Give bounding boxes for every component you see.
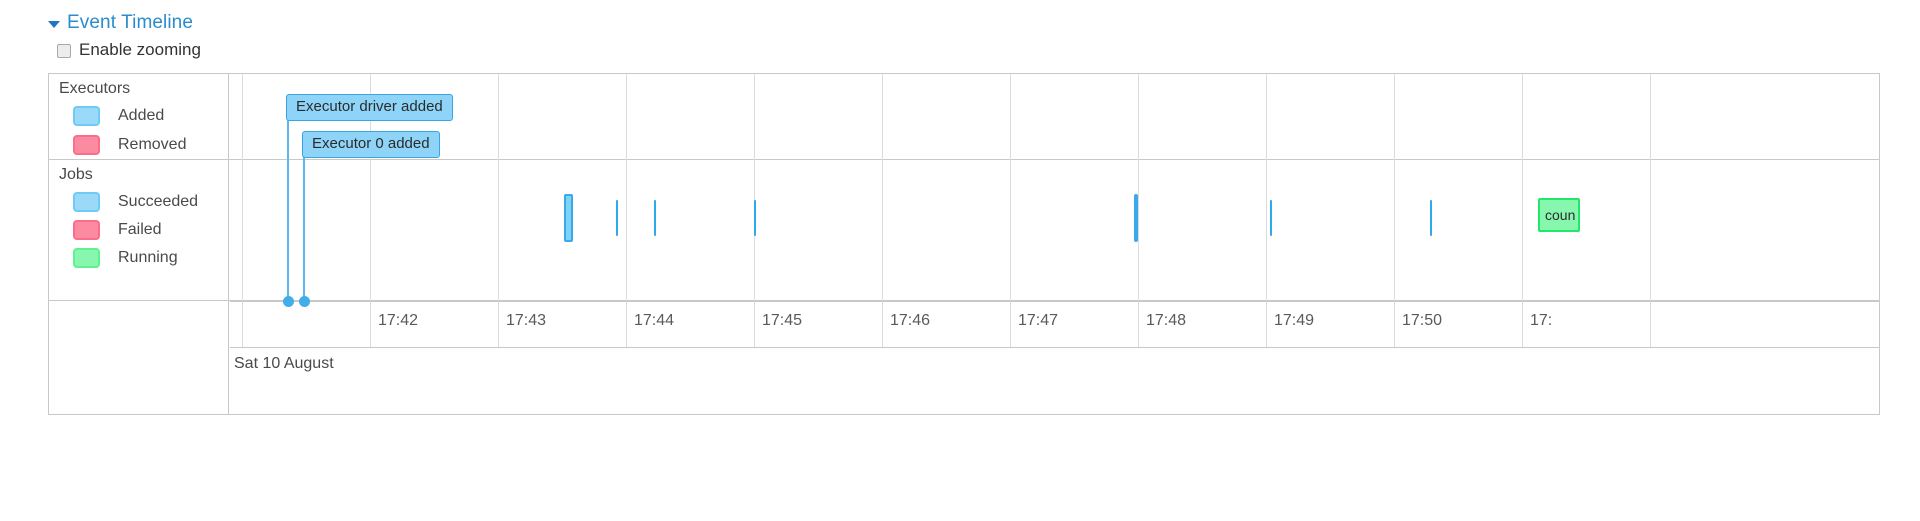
gridline <box>498 74 499 301</box>
gridline <box>626 74 627 301</box>
axis-tick-mark <box>1394 301 1395 347</box>
enable-zooming-row[interactable]: Enable zooming <box>57 40 201 60</box>
axis-tick-label: 17:48 <box>1146 312 1187 329</box>
axis-tick-label: 17:43 <box>506 312 547 329</box>
axis-tick-mark <box>1650 301 1651 347</box>
legend-panel: Executors Added Removed Jobs Succeeded F… <box>49 74 229 414</box>
axis-tick-label: 17:42 <box>378 312 419 329</box>
jobs-row <box>49 160 1879 301</box>
axis-tick-label: 17:49 <box>1274 312 1315 329</box>
axis-tick-label: 17:45 <box>762 312 803 329</box>
enable-zooming-checkbox[interactable] <box>57 44 71 58</box>
axis-tick-mark <box>242 301 243 347</box>
job-marker[interactable] <box>1270 200 1272 236</box>
gridline <box>1010 74 1011 301</box>
job-marker[interactable] <box>616 200 618 236</box>
axis-tick-mark <box>370 301 371 347</box>
job-marker[interactable] <box>754 200 756 236</box>
gridline <box>754 74 755 301</box>
legend-item-removed[interactable]: Removed <box>73 135 186 155</box>
axis-tick-mark <box>1010 301 1011 347</box>
job-marker[interactable] <box>1430 200 1432 236</box>
legend-item-failed[interactable]: Failed <box>73 220 162 240</box>
removed-color-swatch <box>73 135 100 155</box>
legend-label: Added <box>118 107 165 124</box>
axis-bottom-border <box>230 347 1879 348</box>
executor-event-stem <box>303 157 305 301</box>
executor-event-dot[interactable] <box>283 296 294 307</box>
enable-zooming-label: Enable zooming <box>79 40 201 59</box>
legend-group-executors-title: Executors <box>59 80 131 97</box>
job-marker[interactable] <box>654 200 656 236</box>
axis-tick-mark <box>498 301 499 347</box>
timeline-chart: Executors Added Removed Jobs Succeeded F… <box>48 73 1880 415</box>
axis-tick-mark <box>882 301 883 347</box>
gridline <box>1522 74 1523 301</box>
page-title[interactable]: Event Timeline <box>67 12 194 33</box>
legend-item-added[interactable]: Added <box>73 106 164 126</box>
event-timeline-header[interactable]: Event Timeline <box>48 12 193 34</box>
added-color-swatch <box>73 106 100 126</box>
executor-event-stem <box>287 120 289 301</box>
timeline-plot[interactable]: 17:42 17:43 17:44 17:45 17:46 17:47 17:48 17:49… <box>230 74 1879 414</box>
gridline <box>1266 74 1267 301</box>
job-marker[interactable] <box>564 194 573 242</box>
legend-label: Succeeded <box>118 193 199 210</box>
executors-row <box>49 74 1879 160</box>
axis-tick-mark <box>1522 301 1523 347</box>
executor-event-label[interactable]: Executor driver added <box>286 94 453 121</box>
axis-tick-mark <box>1138 301 1139 347</box>
axis-tick-label: 17: <box>1530 312 1553 329</box>
axis-date-label: Sat 10 August <box>234 355 334 372</box>
axis-tick-mark <box>1266 301 1267 347</box>
axis-tick-label: 17:44 <box>634 312 675 329</box>
axis-tick-mark <box>754 301 755 347</box>
gridline <box>1138 74 1139 301</box>
failed-color-swatch <box>73 220 100 240</box>
axis-tick-label: 17:50 <box>1402 312 1443 329</box>
gridline <box>1650 74 1651 301</box>
gridline <box>882 74 883 301</box>
job-marker[interactable] <box>1134 194 1138 242</box>
legend-label: Failed <box>118 221 162 238</box>
legend-label: Removed <box>118 136 187 153</box>
job-marker[interactable]: coun <box>1538 198 1580 232</box>
axis-tick-label: 17:47 <box>1018 312 1059 329</box>
gridline <box>242 74 243 301</box>
legend-item-succeeded[interactable]: Succeeded <box>73 192 198 212</box>
executor-event-label[interactable]: Executor 0 added <box>302 131 440 158</box>
succeeded-color-swatch <box>73 192 100 212</box>
gridline <box>370 74 371 301</box>
executor-event-dot[interactable] <box>299 296 310 307</box>
legend-item-running[interactable]: Running <box>73 248 178 268</box>
gridline <box>1394 74 1395 301</box>
legend-label: Running <box>118 249 178 266</box>
running-color-swatch <box>73 248 100 268</box>
axis-tick-mark <box>626 301 627 347</box>
legend-group-jobs-title: Jobs <box>59 166 93 183</box>
caret-down-icon[interactable] <box>48 20 60 28</box>
axis-tick-label: 17:46 <box>890 312 931 329</box>
axis-baseline <box>230 301 1879 302</box>
